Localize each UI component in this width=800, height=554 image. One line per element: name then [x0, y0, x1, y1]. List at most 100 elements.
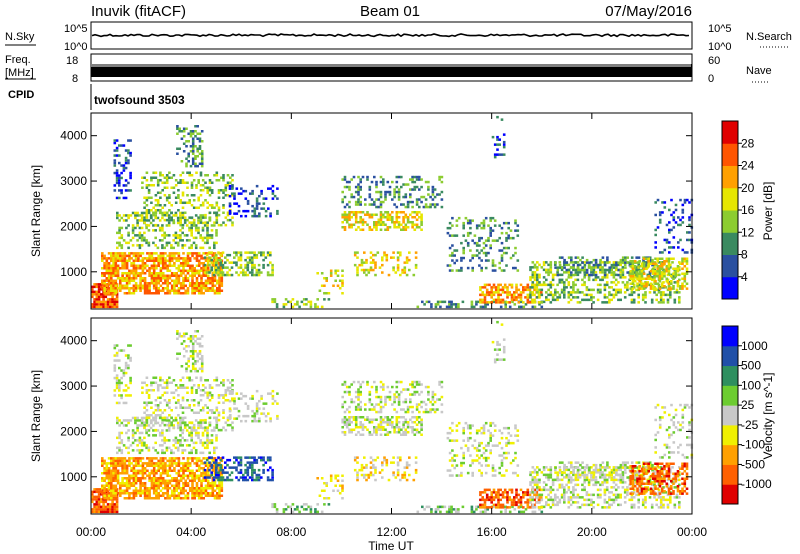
power-cell	[395, 190, 399, 194]
power-cell	[619, 291, 622, 294]
velocity-cell	[175, 484, 178, 487]
power-cell	[391, 211, 394, 214]
power-cell	[197, 221, 200, 225]
velocity-cell	[155, 497, 158, 500]
power-cell	[200, 155, 204, 158]
velocity-cell	[191, 492, 194, 495]
power-cell	[491, 264, 495, 267]
power-cell	[109, 305, 112, 309]
velocity-cell	[193, 489, 196, 492]
power-cell	[177, 196, 180, 199]
power-cell	[574, 256, 578, 259]
power-cell	[167, 221, 171, 225]
power-cell	[152, 184, 155, 187]
power-cell	[393, 195, 396, 199]
power-cell	[411, 178, 414, 181]
power-cell	[198, 145, 202, 148]
power-cell	[251, 266, 254, 269]
power-cell	[204, 252, 208, 255]
power-cell	[137, 252, 140, 255]
velocity-cell	[91, 498, 94, 501]
power-cell	[667, 270, 671, 273]
velocity-cell	[191, 479, 194, 482]
velocity-cell	[168, 459, 172, 463]
power-cell	[606, 256, 609, 259]
power-cell	[228, 268, 232, 272]
power-cell	[209, 287, 212, 290]
power-cell	[228, 187, 232, 190]
velocity-cell	[159, 457, 163, 460]
velocity-cell	[167, 419, 171, 422]
power-cell	[177, 181, 180, 184]
power-cell	[197, 252, 201, 255]
power-cell	[597, 263, 600, 267]
velocity-cell	[165, 384, 169, 387]
power-cell	[188, 284, 192, 287]
power-cell	[400, 228, 403, 231]
velocity-cell	[121, 482, 124, 485]
power-cell	[208, 181, 212, 184]
velocity-cell	[134, 479, 138, 482]
power-cell	[206, 201, 209, 204]
power-cell	[619, 276, 622, 279]
velocity-cell	[141, 474, 145, 477]
power-cell	[641, 298, 645, 302]
velocity-cell	[179, 487, 183, 490]
velocity-cell	[110, 487, 113, 490]
power-cell	[567, 268, 571, 272]
power-cell	[148, 252, 151, 255]
power-cell	[172, 214, 175, 217]
power-cell	[139, 289, 142, 292]
freq-unit: [MHz]	[5, 67, 34, 79]
nsearch-label: N.Search	[746, 31, 792, 43]
velocity-cell	[170, 484, 174, 487]
power-cell	[520, 300, 523, 304]
power-cell	[206, 279, 210, 282]
power-cell	[443, 300, 447, 304]
power-cell	[359, 195, 362, 199]
power-cell	[505, 251, 508, 255]
velocity-cell	[184, 462, 187, 465]
velocity-cell	[143, 497, 147, 500]
power-cell	[572, 291, 575, 294]
power-cell	[148, 274, 151, 277]
power-cell	[145, 199, 149, 202]
power-cell	[657, 286, 661, 289]
power-cell	[660, 277, 664, 280]
power-cell	[554, 261, 557, 264]
power-cell	[610, 273, 613, 277]
power-cell	[127, 151, 130, 155]
velocity-cell	[159, 462, 163, 465]
power-cell	[354, 216, 358, 219]
power-cell	[91, 288, 94, 291]
power-cell	[536, 276, 539, 279]
power-cell	[163, 176, 167, 179]
power-cell	[170, 257, 174, 260]
power-cell	[497, 283, 500, 287]
power-cell	[170, 252, 174, 255]
power-cell	[239, 271, 243, 274]
power-cell	[159, 284, 163, 287]
power-cell	[161, 287, 165, 290]
velocity-cell	[100, 498, 103, 501]
power-cell	[116, 231, 119, 235]
velocity-cell	[123, 472, 127, 475]
power-cell	[125, 274, 129, 277]
velocity-cell	[119, 489, 122, 492]
power-cell	[348, 223, 351, 226]
power-cell	[341, 216, 344, 219]
power-cell	[215, 204, 219, 207]
velocity-cell	[152, 484, 156, 487]
power-cell	[406, 226, 410, 229]
velocity-cell	[97, 510, 101, 514]
power-cell	[191, 277, 194, 280]
velocity-cell	[195, 459, 199, 463]
power-cell	[106, 305, 110, 309]
power-cell	[505, 236, 508, 240]
power-cell	[141, 272, 145, 275]
power-cell	[522, 288, 525, 292]
power-cell	[481, 298, 484, 302]
velocity-cell	[147, 449, 151, 452]
power-cell	[195, 254, 199, 258]
power-cell	[167, 234, 171, 237]
